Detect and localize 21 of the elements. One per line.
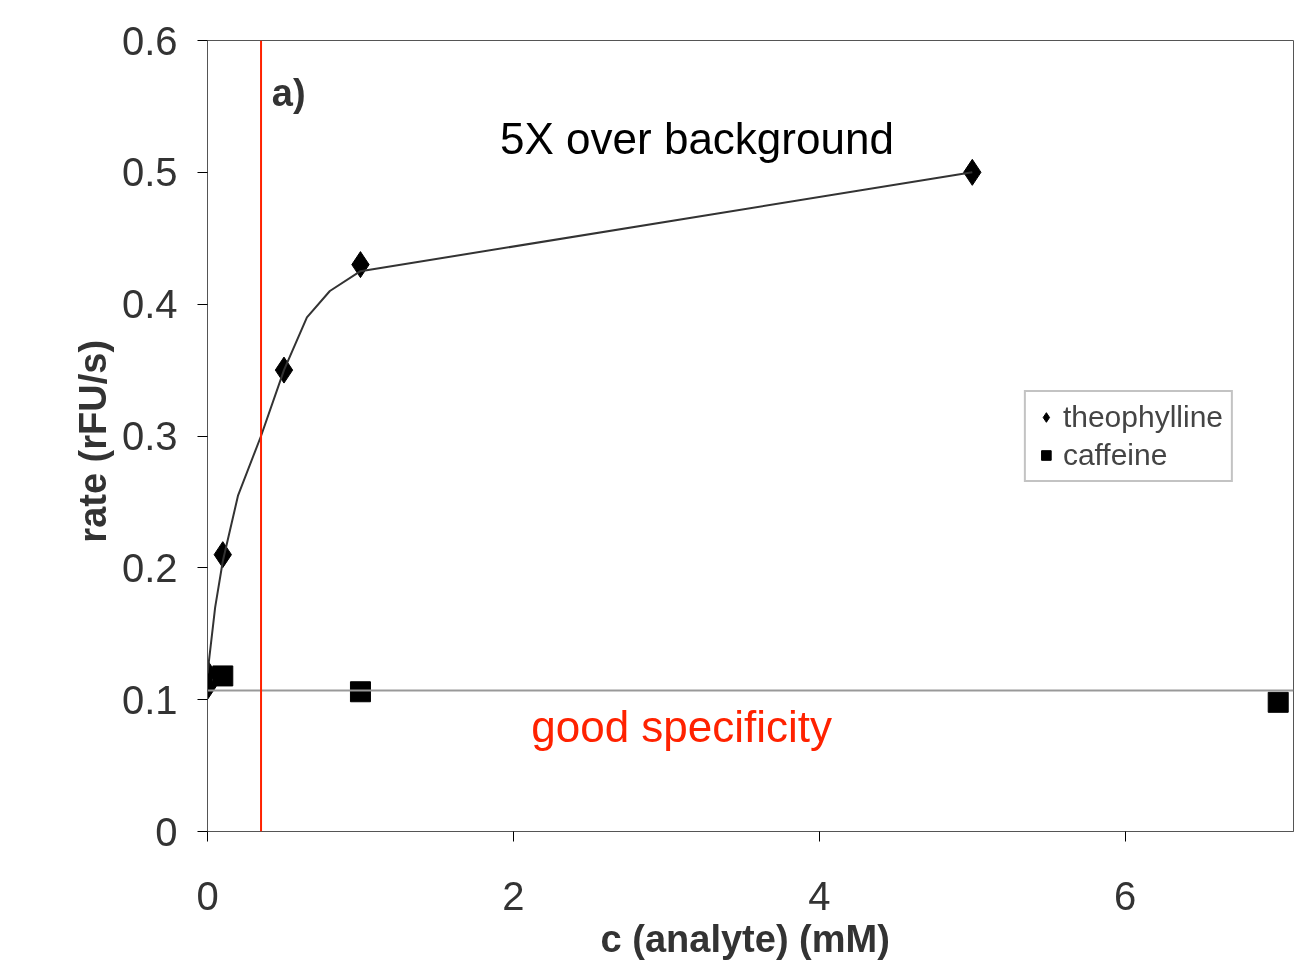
annotation: good specificity [531, 701, 833, 751]
y-tick-label: 0.6 [121, 18, 178, 63]
y-tick-label: 0.4 [121, 282, 178, 327]
y-tick-label: 0.3 [121, 414, 178, 458]
annotation: a) [271, 72, 306, 115]
y-axis-title: rate (rFU/s) [71, 339, 114, 543]
y-tick-label: 0.2 [121, 545, 178, 590]
point [212, 665, 234, 687]
y-tick-label: 0.1 [121, 677, 178, 722]
point [1267, 691, 1289, 713]
y-tick-label: 0.5 [121, 150, 178, 195]
x-tick-label: 4 [808, 873, 831, 918]
annotation: 5X over background [500, 113, 894, 163]
x-tick-label: 6 [1114, 873, 1137, 918]
legend-label: caffeine [1062, 437, 1168, 472]
y-tick-label: 0 [155, 809, 178, 854]
x-tick-label: 0 [196, 873, 219, 918]
x-axis-title: c (analyte) (mM) [600, 917, 890, 960]
point [349, 681, 371, 703]
x-tick-label: 2 [502, 873, 525, 918]
legend-label: theophylline [1062, 399, 1223, 434]
